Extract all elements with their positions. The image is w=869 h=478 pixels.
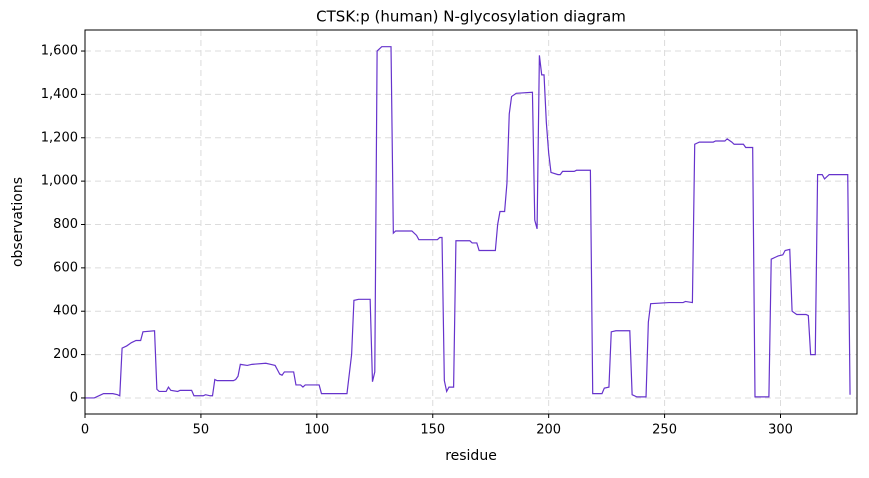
x-tick-label: 300 <box>768 423 793 438</box>
y-tick-label: 0 <box>70 390 78 405</box>
chart-title: CTSK:p (human) N-glycosylation diagram <box>316 8 626 26</box>
x-tick-label: 0 <box>81 423 89 438</box>
y-tick-label: 1,000 <box>41 174 78 189</box>
y-tick-label: 1,200 <box>41 130 78 145</box>
x-tick-label: 250 <box>652 423 677 438</box>
x-tick-label: 50 <box>193 423 210 438</box>
x-axis-label: residue <box>445 448 497 464</box>
plot-frame <box>84 29 858 415</box>
y-tick-label: 1,400 <box>41 87 78 102</box>
x-tick-label: 100 <box>304 423 329 438</box>
y-tick-label: 200 <box>53 347 78 362</box>
y-tick-label: 600 <box>53 260 78 275</box>
y-tick-label: 1,600 <box>41 44 78 59</box>
y-axis-label: observations <box>10 177 26 267</box>
y-tick-label: 800 <box>53 217 78 232</box>
y-tick-label: 400 <box>53 304 78 319</box>
x-tick-label: 200 <box>536 423 561 438</box>
data-line <box>85 46 851 399</box>
x-tick-label: 150 <box>420 423 445 438</box>
